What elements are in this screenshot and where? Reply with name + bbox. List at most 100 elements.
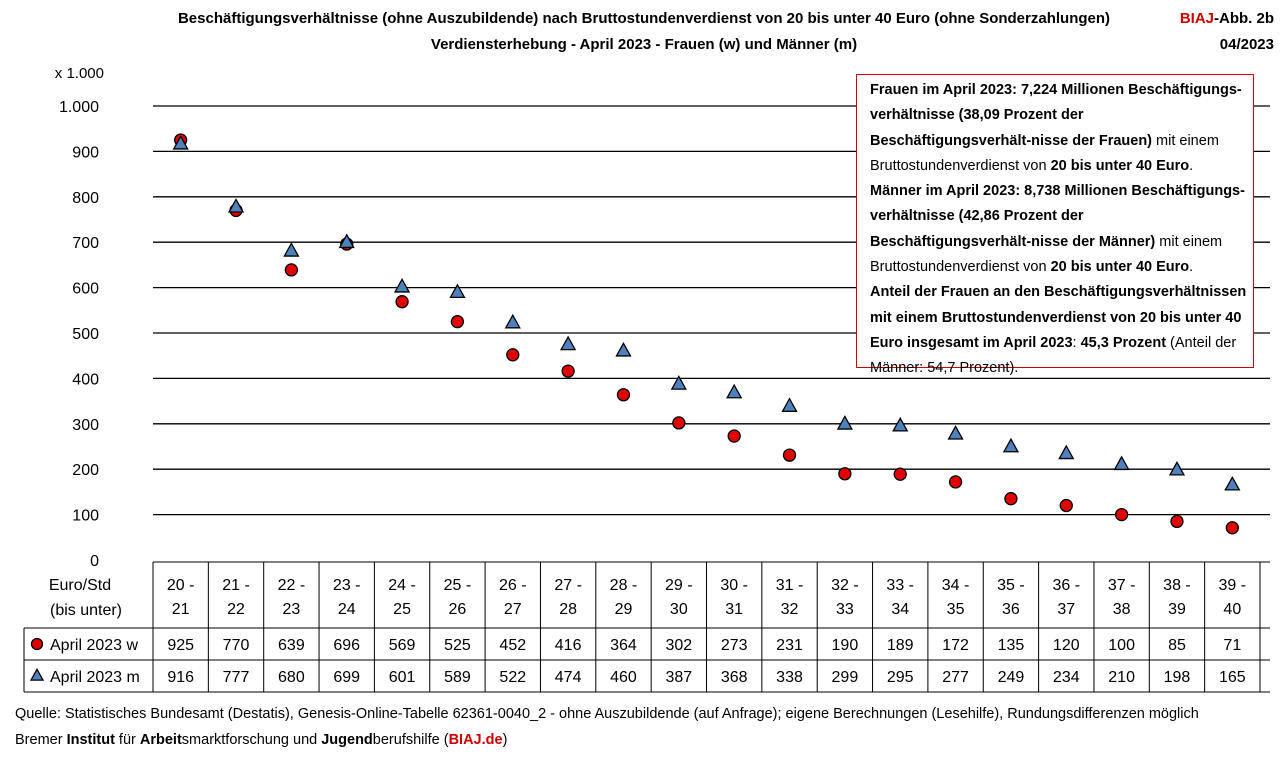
y-tick-label: 900 bbox=[72, 144, 99, 161]
data-point-w bbox=[1225, 521, 1239, 535]
data-point-m bbox=[726, 383, 743, 399]
data-point-m bbox=[781, 397, 798, 412]
table-value: 569 bbox=[389, 637, 416, 654]
x-tick-label: 29 - bbox=[665, 577, 693, 594]
info-women: Frauen im April 2023: 7,224 Millionen Be… bbox=[870, 78, 1247, 179]
data-point-w bbox=[450, 314, 465, 329]
x-tick-label: 22 - bbox=[278, 577, 306, 594]
org-part: ) bbox=[502, 732, 508, 748]
info-box: Frauen im April 2023: 7,224 Millionen Be… bbox=[856, 74, 1254, 376]
y-tick-label: 200 bbox=[72, 462, 99, 479]
table-value: 699 bbox=[333, 669, 360, 686]
badge-figure-number: -Abb. 2b bbox=[1214, 10, 1274, 27]
info-men: Männer im April 2023: 8,738 Millionen Be… bbox=[870, 179, 1247, 280]
x-tick-label: 30 - bbox=[720, 577, 748, 594]
info-women-text: mit einem Bruttostundenverdienst von bbox=[870, 132, 1219, 174]
org-part: berufshilfe ( bbox=[372, 732, 449, 748]
y-tick-label: 300 bbox=[72, 417, 99, 434]
data-point-m bbox=[1168, 460, 1186, 476]
x-tick-label: 26 bbox=[449, 601, 467, 618]
data-point-w bbox=[948, 475, 963, 489]
table-value: 302 bbox=[665, 637, 692, 654]
table-value: 338 bbox=[776, 669, 803, 686]
data-point-m bbox=[227, 198, 245, 213]
x-axis-label: (bis unter) bbox=[50, 602, 122, 619]
info-men-bold: Männer im April 2023: 8,738 Millionen Be… bbox=[870, 183, 1245, 250]
y-tick-label: 500 bbox=[72, 326, 99, 343]
badge-brand: BIAJ bbox=[1179, 10, 1214, 27]
data-point-m bbox=[504, 313, 521, 329]
x-tick-label: 27 bbox=[504, 601, 522, 618]
table-value: 100 bbox=[1108, 637, 1135, 654]
table-value: 71 bbox=[1223, 637, 1241, 654]
data-point-m bbox=[1058, 444, 1075, 460]
data-point-m bbox=[1224, 475, 1241, 491]
x-tick-label: 32 bbox=[781, 601, 799, 618]
x-tick-label: 34 - bbox=[942, 577, 970, 594]
info-share-bold: Anteil der Frauen an den Beschäftigungsv… bbox=[870, 284, 1247, 351]
table-value: 120 bbox=[1053, 637, 1080, 654]
table-value: 273 bbox=[721, 637, 748, 654]
org-part: Arbeit bbox=[139, 732, 182, 748]
x-tick-label: 28 - bbox=[610, 577, 638, 594]
y-tick-label: 700 bbox=[72, 235, 99, 252]
info-share-value: 45,3 Prozent bbox=[1080, 334, 1167, 351]
data-point-m bbox=[947, 425, 964, 440]
data-point-w bbox=[1170, 514, 1184, 529]
table-value: 85 bbox=[1168, 637, 1186, 654]
x-tick-label: 39 - bbox=[1219, 577, 1247, 594]
x-tick-label: 36 - bbox=[1052, 577, 1080, 594]
org-part: Institut bbox=[66, 732, 115, 748]
data-point-w bbox=[616, 388, 631, 402]
x-tick-label: 22 bbox=[227, 601, 245, 618]
legend-label: April 2023 w bbox=[50, 637, 138, 654]
data-point-w bbox=[893, 467, 907, 481]
table-value: 522 bbox=[499, 669, 526, 686]
chart-title: Beschäftigungsverhältnisse (ohne Auszubi… bbox=[177, 10, 1111, 27]
data-point-m bbox=[892, 416, 909, 432]
table-value: 368 bbox=[721, 669, 748, 686]
x-tick-label: 20 - bbox=[167, 577, 195, 594]
website-link[interactable]: BIAJ.de bbox=[448, 732, 503, 748]
x-tick-label: 24 - bbox=[388, 577, 416, 594]
table-value: 452 bbox=[499, 637, 526, 654]
data-point-m bbox=[836, 415, 853, 430]
table-value: 299 bbox=[832, 669, 859, 686]
table-value: 135 bbox=[998, 637, 1025, 654]
x-tick-label: 32 - bbox=[831, 577, 859, 594]
data-point-m bbox=[283, 242, 300, 257]
x-tick-label: 30 bbox=[670, 601, 688, 618]
chart-subtitle: Verdiensterhebung - April 2023 - Frauen … bbox=[430, 36, 858, 53]
org-credit: Bremer Institut für Arbeitsmarktforschun… bbox=[15, 732, 507, 748]
legend-marker-circle bbox=[30, 637, 44, 651]
figure-date: 04/2023 bbox=[1219, 36, 1274, 53]
table-value: 249 bbox=[998, 669, 1025, 686]
x-tick-label: 31 - bbox=[776, 577, 804, 594]
figure-badge: BIAJ-Abb. 2b bbox=[1180, 10, 1274, 27]
y-tick-label: 600 bbox=[72, 281, 99, 298]
legend-label: April 2023 m bbox=[50, 669, 140, 686]
data-point-w bbox=[561, 364, 575, 378]
info-men-text: mit einem Bruttostundenverdienst von bbox=[870, 233, 1223, 276]
x-tick-label: 25 - bbox=[444, 577, 472, 594]
y-tick-label: 0 bbox=[90, 553, 99, 570]
x-tick-label: 39 bbox=[1168, 601, 1186, 618]
source-note: Quelle: Statistisches Bundesamt (Destati… bbox=[15, 706, 1199, 722]
org-part: Jugend bbox=[321, 732, 373, 748]
data-point-w bbox=[284, 263, 299, 277]
table-value: 416 bbox=[555, 637, 582, 654]
info-share-men: (Anteil der Männer: 54,7 Prozent). bbox=[870, 334, 1237, 377]
x-tick-label: 29 bbox=[615, 601, 633, 618]
info-women-range: 20 bis unter 40 Euro bbox=[1050, 157, 1190, 174]
table-value: 770 bbox=[223, 637, 250, 654]
x-tick-label: 38 bbox=[1113, 601, 1131, 618]
x-tick-label: 35 - bbox=[997, 577, 1025, 594]
info-share-colon: : bbox=[1072, 334, 1081, 351]
data-point-w bbox=[506, 348, 520, 362]
table-value: 589 bbox=[444, 669, 471, 686]
x-axis-label: Euro/Std bbox=[49, 577, 111, 594]
data-point-w bbox=[1114, 507, 1129, 522]
info-women-bold: Frauen im April 2023: 7,224 Millionen Be… bbox=[870, 82, 1242, 149]
x-tick-label: 21 - bbox=[222, 577, 250, 594]
y-tick-label: 800 bbox=[72, 190, 99, 207]
